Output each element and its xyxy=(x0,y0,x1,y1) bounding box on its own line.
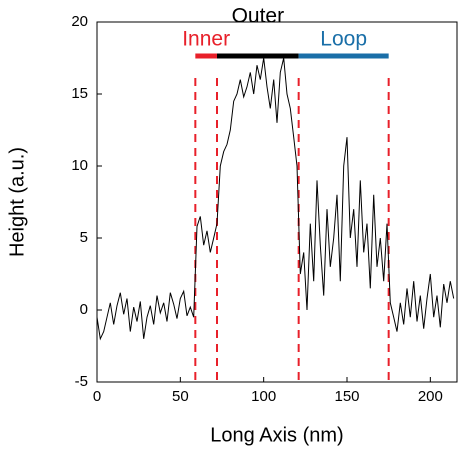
plot-frame xyxy=(96,21,458,383)
x-tick-label: 50 xyxy=(172,388,189,405)
x-tick-label: 200 xyxy=(418,388,443,405)
x-tick-label: 150 xyxy=(334,388,359,405)
x-tick-label: 100 xyxy=(251,388,276,405)
region-label: Outer xyxy=(232,5,285,28)
y-tick-label: 10 xyxy=(71,157,88,174)
region-label: Inner xyxy=(182,28,230,51)
x-axis-label: Long Axis (nm) xyxy=(210,424,343,446)
y-axis-label: Height (a.u.) xyxy=(6,147,28,257)
y-tick-label: -5 xyxy=(75,373,88,390)
y-tick-label: 0 xyxy=(80,301,88,318)
y-tick-label: 15 xyxy=(71,85,88,102)
y-tick-label: 5 xyxy=(80,229,88,246)
region-label: Loop xyxy=(320,28,367,51)
data-line xyxy=(96,57,455,341)
x-tick-label: 0 xyxy=(93,388,101,405)
y-tick-label: 20 xyxy=(71,13,88,30)
